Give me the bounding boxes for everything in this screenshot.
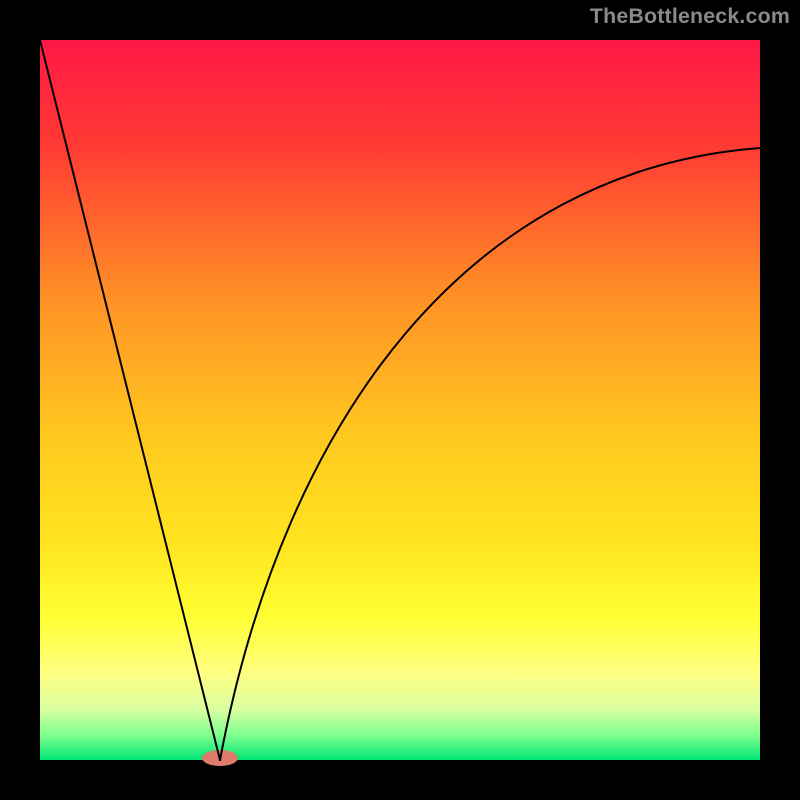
chart-container: TheBottleneck.com <box>0 0 800 800</box>
bottleneck-chart <box>0 0 800 800</box>
watermark-label: TheBottleneck.com <box>590 4 790 29</box>
